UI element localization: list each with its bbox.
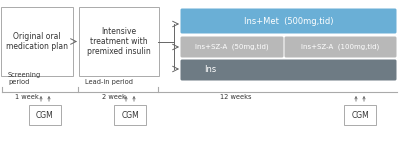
FancyBboxPatch shape xyxy=(180,60,396,81)
Text: Screening
period: Screening period xyxy=(8,72,41,85)
Text: CGM: CGM xyxy=(351,111,369,120)
Text: 2 week: 2 week xyxy=(102,94,126,100)
FancyBboxPatch shape xyxy=(114,105,146,125)
Text: CGM: CGM xyxy=(121,111,139,120)
FancyBboxPatch shape xyxy=(344,105,376,125)
Text: 1 week: 1 week xyxy=(15,94,39,100)
Text: Original oral
medication plan: Original oral medication plan xyxy=(6,32,68,51)
FancyBboxPatch shape xyxy=(284,37,396,58)
Text: 12 weeks: 12 weeks xyxy=(220,94,252,100)
Text: Ins+SZ-A  (100mg,tid): Ins+SZ-A (100mg,tid) xyxy=(301,44,380,50)
FancyBboxPatch shape xyxy=(180,9,396,33)
FancyBboxPatch shape xyxy=(79,7,159,76)
Text: Ins+SZ-A  (50mg,tid): Ins+SZ-A (50mg,tid) xyxy=(195,44,269,50)
Text: CGM: CGM xyxy=(36,111,54,120)
Text: Lead-in period: Lead-in period xyxy=(85,79,133,85)
FancyBboxPatch shape xyxy=(1,7,73,76)
Text: Intensive
treatment with
premixed insulin: Intensive treatment with premixed insuli… xyxy=(87,27,151,56)
Text: Ins+Met  (500mg,tid): Ins+Met (500mg,tid) xyxy=(244,17,333,25)
FancyBboxPatch shape xyxy=(180,37,284,58)
FancyBboxPatch shape xyxy=(29,105,61,125)
Text: Ins: Ins xyxy=(204,65,216,74)
